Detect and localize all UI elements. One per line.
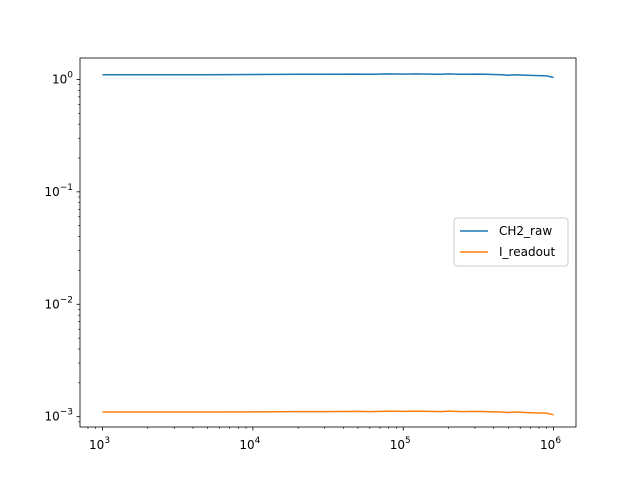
legend-label-CH2_raw: CH2_raw	[499, 224, 552, 238]
x-tick-label: 103	[89, 436, 110, 452]
legend: CH2_raw I_readout	[453, 217, 569, 267]
legend-box	[453, 217, 569, 267]
plot-frame	[79, 57, 577, 428]
x-tick-label: 106	[540, 436, 561, 452]
x-axis-ticks: 103 104 105 106	[87, 427, 561, 452]
y-tick-label: 10−3	[44, 408, 73, 424]
x-tick-label: 104	[239, 436, 260, 452]
y-tick-label: 10−1	[44, 183, 73, 199]
y-tick-label: 100	[52, 70, 73, 86]
y-axis-ticks: 10−3 10−2 10−1 100	[44, 70, 80, 424]
series-line-CH2_raw	[102, 73, 554, 79]
legend-label-I_readout: I_readout	[499, 245, 556, 259]
y-tick-label: 10−2	[44, 295, 73, 311]
series-layer	[102, 73, 554, 416]
series-line-I_readout	[102, 410, 554, 416]
x-tick-label: 105	[390, 436, 411, 452]
